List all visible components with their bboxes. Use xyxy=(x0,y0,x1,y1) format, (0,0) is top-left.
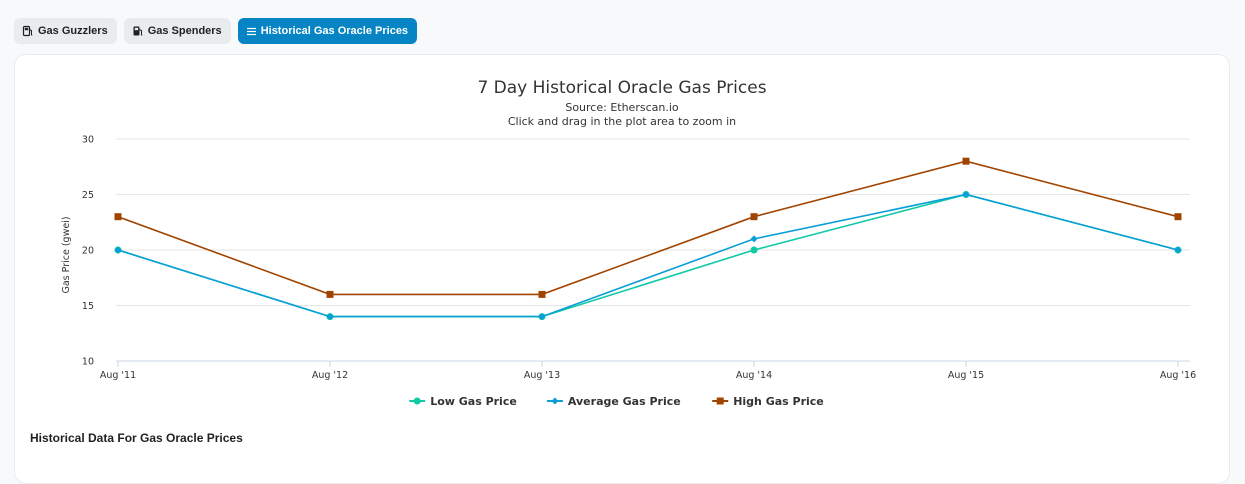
x-tick-label: Aug '13 xyxy=(524,370,560,381)
data-point[interactable] xyxy=(538,313,546,321)
tab-gas-spenders[interactable]: Gas Spenders xyxy=(123,18,231,44)
gas-pump-icon xyxy=(22,25,34,37)
data-point[interactable] xyxy=(750,213,758,221)
data-point[interactable] xyxy=(114,213,122,221)
series-average-gas-price xyxy=(114,191,1182,321)
gridlines xyxy=(116,138,1190,362)
data-point[interactable] xyxy=(326,290,334,298)
series-line[interactable] xyxy=(117,193,1179,318)
gas-price-chart[interactable]: 7 Day Historical Oracle Gas Prices Sourc… xyxy=(15,55,1229,435)
legend-label: High Gas Price xyxy=(733,395,824,408)
legend-label: Average Gas Price xyxy=(568,395,681,408)
data-point[interactable] xyxy=(326,313,334,321)
y-axis-label: Gas Price (gwei) xyxy=(61,216,72,293)
chart-subtitle-source: Source: Etherscan.io xyxy=(565,101,679,114)
x-tick-label: Aug '15 xyxy=(948,370,984,381)
legend-symbol[interactable] xyxy=(716,397,724,405)
legend-label: Low Gas Price xyxy=(430,395,517,408)
series-line[interactable] xyxy=(117,160,1179,296)
gas-pump-spender-icon xyxy=(132,25,144,37)
tab-bar: Gas Guzzlers Gas Spenders Historical Gas… xyxy=(14,18,418,44)
data-point[interactable] xyxy=(1174,246,1182,254)
data-point[interactable] xyxy=(750,246,758,254)
y-axis-ticks: 10 15 20 25 30 xyxy=(82,135,94,368)
x-tick-label: Aug '14 xyxy=(736,370,772,381)
series-high-gas-price xyxy=(114,157,1182,298)
tab-gas-guzzlers[interactable]: Gas Guzzlers xyxy=(14,18,117,44)
y-tick-label: 25 xyxy=(82,190,94,201)
data-point[interactable] xyxy=(1174,213,1182,221)
y-tick-label: 20 xyxy=(82,246,94,257)
legend-symbol[interactable] xyxy=(413,397,421,405)
list-icon xyxy=(246,26,257,37)
x-axis-ticks: Aug '11 Aug '12 Aug '13 Aug '14 Aug '15 Aug '… xyxy=(100,361,1196,381)
data-point[interactable] xyxy=(114,246,122,254)
tab-label: Gas Guzzlers xyxy=(38,25,108,37)
data-point[interactable] xyxy=(750,235,758,243)
legend-item[interactable]: Low Gas Price xyxy=(409,395,517,408)
historical-data-title: Historical Data For Gas Oracle Prices xyxy=(30,431,243,445)
x-tick-label: Aug '12 xyxy=(312,370,348,381)
tab-label: Historical Gas Oracle Prices xyxy=(260,25,409,37)
series-group xyxy=(114,157,1182,321)
tab-label: Gas Spenders xyxy=(147,25,222,37)
data-point[interactable] xyxy=(962,157,970,165)
y-tick-label: 10 xyxy=(82,357,94,368)
top-bar xyxy=(0,0,1245,8)
x-tick-label: Aug '11 xyxy=(100,370,136,381)
legend-symbol[interactable] xyxy=(551,397,559,405)
legend: Low Gas Price Average Gas Price High Gas P… xyxy=(409,395,824,408)
legend-item[interactable]: High Gas Price xyxy=(712,395,824,408)
chart-subtitle-hint: Click and drag in the plot area to zoom … xyxy=(508,115,736,128)
tab-historical-gas-oracle-prices[interactable]: Historical Gas Oracle Prices xyxy=(237,18,418,44)
legend-item[interactable]: Average Gas Price xyxy=(546,395,681,408)
data-point[interactable] xyxy=(538,290,546,298)
y-tick-label: 15 xyxy=(82,301,94,312)
y-tick-label: 30 xyxy=(82,135,94,146)
data-point[interactable] xyxy=(962,191,970,198)
chart-title: 7 Day Historical Oracle Gas Prices xyxy=(477,78,766,98)
x-tick-label: Aug '16 xyxy=(1160,370,1196,381)
chart-card: 7 Day Historical Oracle Gas Prices Sourc… xyxy=(14,54,1230,484)
